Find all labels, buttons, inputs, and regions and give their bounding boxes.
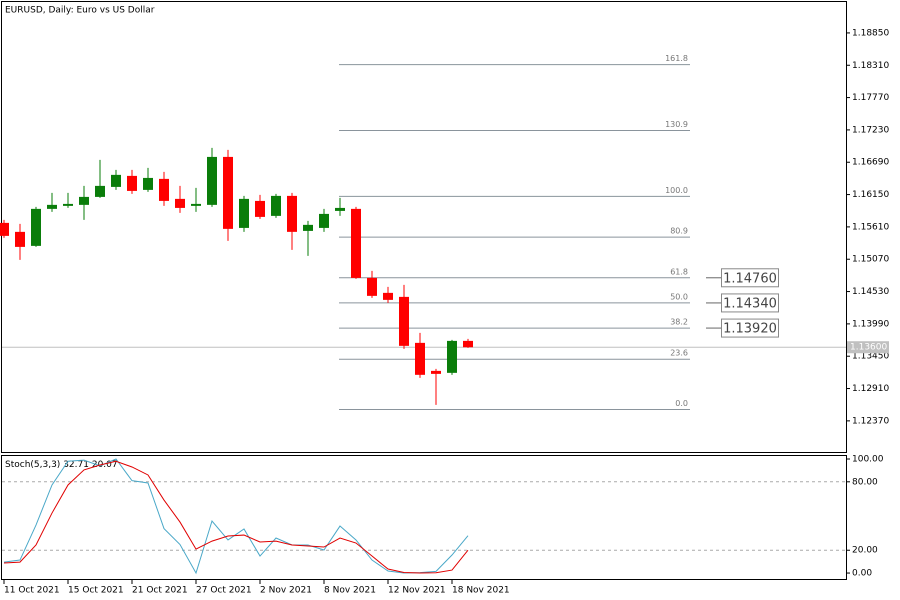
stoch-signal-value: 20.07 [92,460,118,470]
y-tick-label: 1.13450 [852,352,889,362]
y-tick-label: 1.16150 [852,190,889,200]
fib-label: 0.0 [675,399,688,408]
fib-label: 161.8 [665,54,688,63]
candle-body [255,200,265,217]
level-box [721,293,779,313]
candle-body [367,277,377,296]
candle-body [303,224,313,231]
fib-label: 23.6 [670,349,688,358]
fib-label: 100.0 [665,186,688,195]
candle-body [447,340,457,373]
candle-body [319,213,329,228]
x-tick-label: 15 Oct 2021 [68,586,124,596]
fib-label: 130.9 [665,120,688,129]
candle-body [191,203,201,206]
stoch-line [3,460,469,574]
x-tick-label: 8 Nov 2021 [324,586,376,596]
y-tick-label: 1.16690 [852,158,889,168]
candle-body [383,292,393,300]
candle-body [79,196,89,205]
candle-body [159,178,169,201]
y-tick-label: 20.00 [852,546,878,556]
candle-body [287,195,297,232]
y-tick-label: 1.15610 [852,222,889,232]
fib-label: 50.0 [670,292,688,301]
stoch-label: Stoch(5,3,3) 32.71 20.07 [5,460,118,470]
chart-title: EURUSD, Daily: Euro vs US Dollar [5,6,155,16]
candle-body [239,198,249,228]
level-box [721,318,779,338]
y-tick-label: 1.17770 [852,93,889,103]
stoch-main-value: 32.71 [63,460,89,470]
y-tick-label: 1.18850 [852,28,889,38]
y-tick-label: 0.00 [852,569,872,579]
candle-body [463,340,473,348]
candle-body [127,175,137,191]
y-tick-label: 1.17230 [852,125,889,135]
candle-body [111,174,121,187]
stoch-line [3,458,469,575]
candle-body [223,156,233,229]
candle-body [143,177,153,190]
y-tick-label: 1.13990 [852,319,889,329]
candle-body [351,208,361,278]
fib-label: 38.2 [670,318,688,327]
candle-body [399,296,409,346]
y-tick-label: 1.12910 [852,384,889,394]
candle-body [31,208,41,246]
x-tick-label: 12 Nov 2021 [388,586,446,596]
y-tick-label: 1.14530 [852,287,889,297]
x-tick-label: 21 Oct 2021 [132,586,188,596]
candle-body [15,231,25,247]
candle-body [95,185,105,197]
candle-body [431,370,441,374]
stoch-panel [1,455,847,580]
level-label: 1.14760 [723,271,777,286]
main-panel [1,1,847,453]
candle-body [207,156,217,205]
current-price-label: 1.13600 [850,343,887,353]
y-tick-label: 100.00 [852,454,884,464]
x-tick-label: 2 Nov 2021 [260,586,312,596]
y-tick-label: 1.18310 [852,61,889,71]
candle-body [335,207,345,211]
y-tick-label: 1.15070 [852,255,889,265]
y-tick-label: 80.00 [852,477,878,487]
y-tick-label: 1.12370 [852,416,889,426]
x-tick-label: 11 Oct 2021 [4,586,60,596]
fib-label: 61.8 [670,267,688,276]
candle-body [175,198,185,208]
x-tick-label: 18 Nov 2021 [452,586,510,596]
candle-body [271,195,281,216]
current-price-box [847,341,889,354]
x-tick-label: 27 Oct 2021 [196,586,252,596]
candle-body [415,342,425,375]
candle-body [47,204,57,209]
level-box [721,268,779,288]
stoch-title: Stoch(5,3,3) [5,460,60,470]
level-label: 1.13920 [723,322,777,337]
candle-body [0,222,9,236]
candle-body [63,203,73,206]
level-label: 1.14340 [723,296,777,311]
fib-label: 80.9 [670,227,688,236]
